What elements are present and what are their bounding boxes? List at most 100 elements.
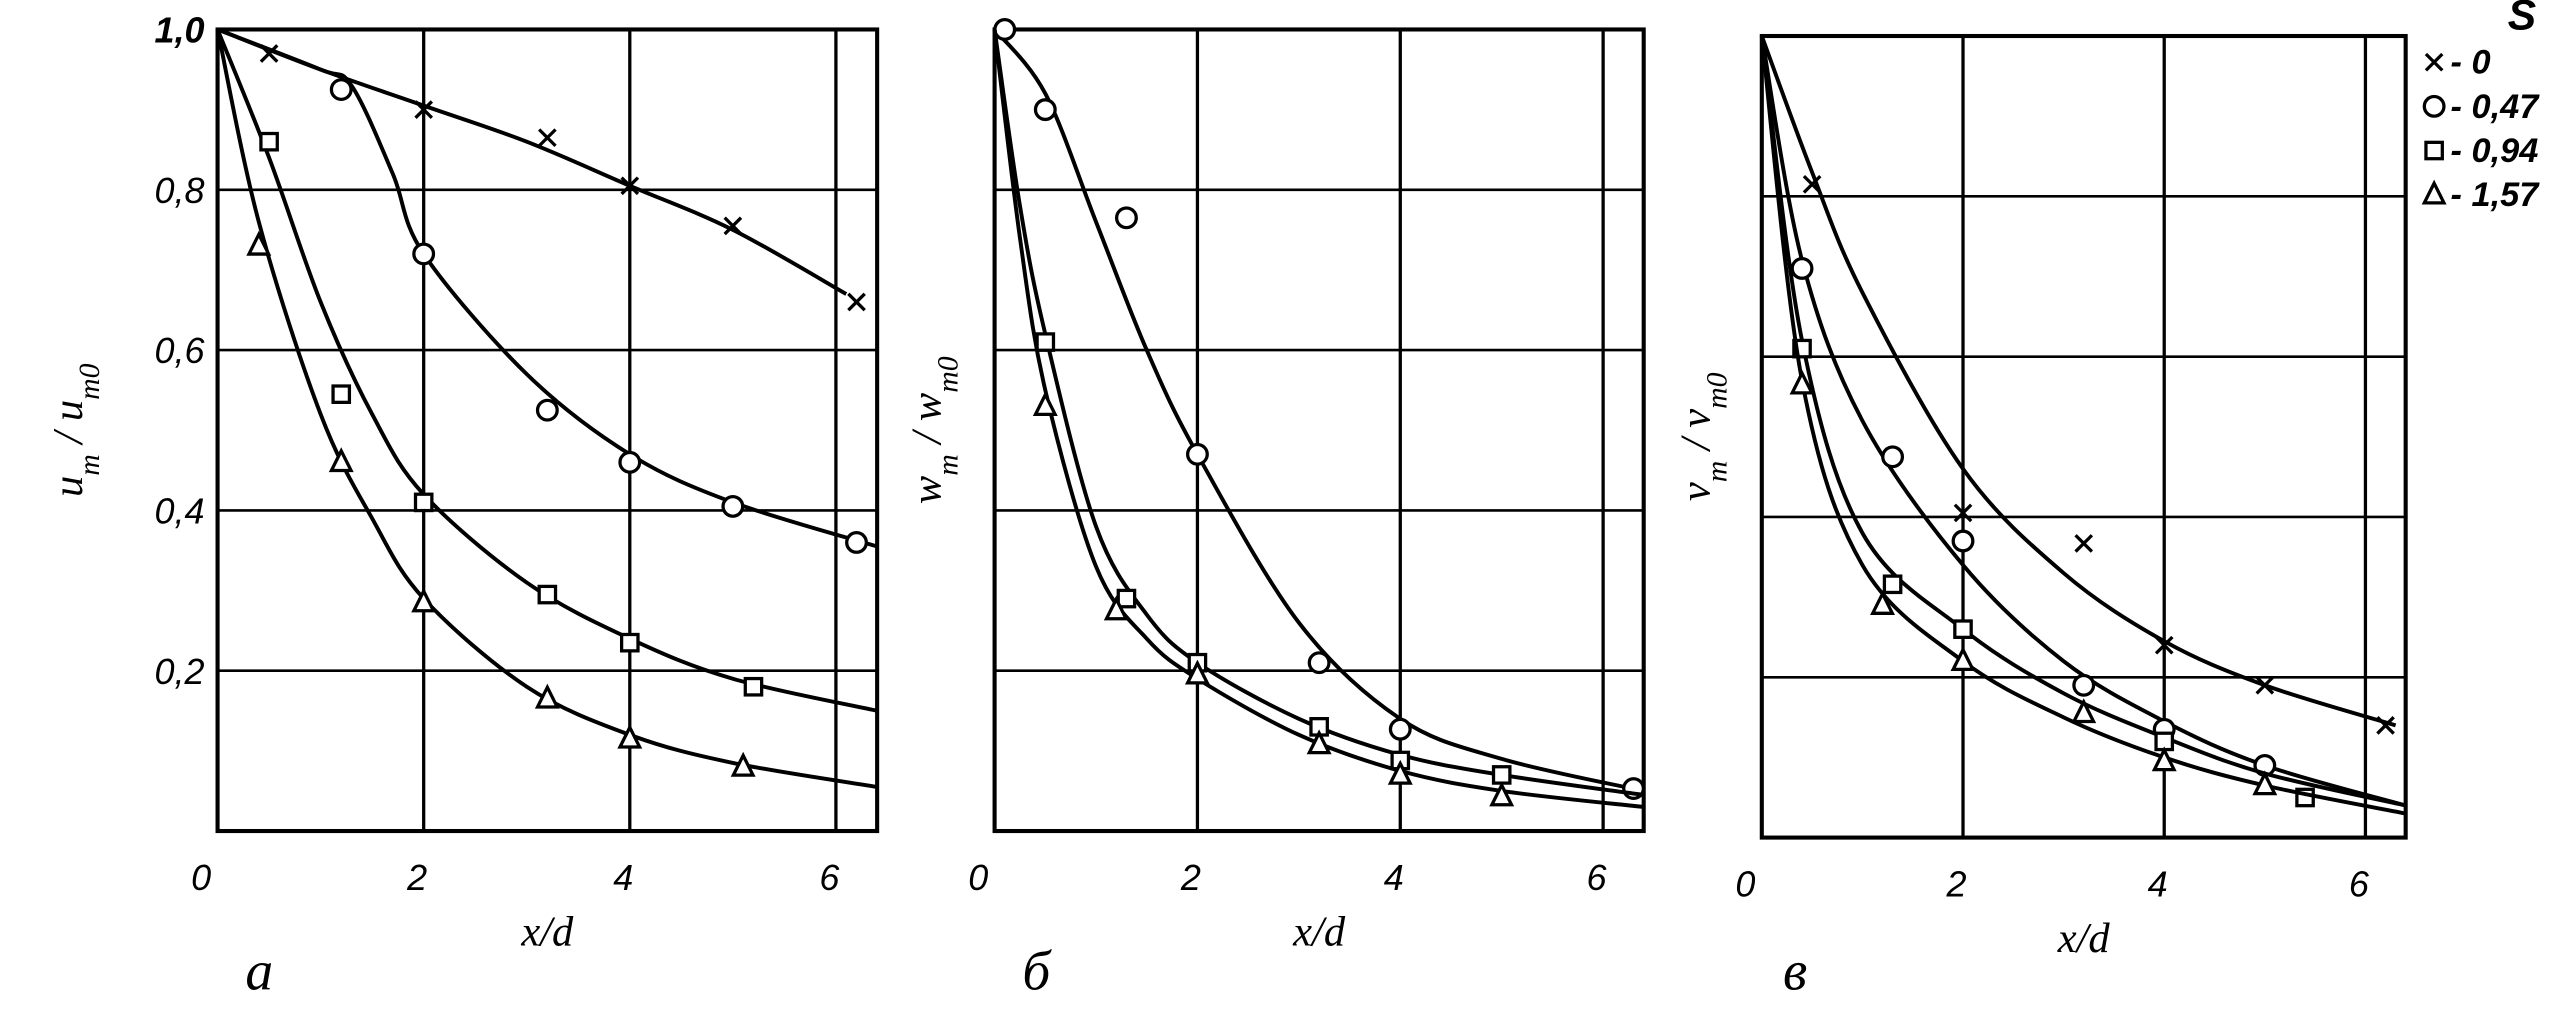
square-marker [331,384,352,404]
triangle-marker [1032,391,1058,417]
plot-frame [1759,33,2408,840]
y-tick-label: 0,6 [154,330,204,371]
y-axis-label-part: m0 [1700,372,1733,408]
circle-marker [1881,445,1905,469]
legend-label: - 0 [2450,44,2490,82]
series-curve [993,28,1645,793]
triangle-marker [2071,698,2097,724]
square-marker [1035,332,1056,352]
triangle-marker [411,587,437,613]
x-tick-label: 0 [1735,863,1755,904]
y-axis-label-part: m0 [931,356,964,392]
triangle-marker [534,683,560,709]
legend: S - 0 - 0,47 - 0,94 - 1,57 [2421,0,2540,214]
series-circle [1759,35,2407,808]
square-marker [537,584,558,605]
triangle-marker [246,230,272,256]
cross-stroke [847,292,866,312]
circle-marker [1790,257,1814,280]
series-curve [992,29,1644,797]
y-tick-label: 0,2 [154,651,204,692]
y-axis-label-part: w [904,475,951,504]
square-marker [619,632,640,653]
series-square [215,28,878,713]
y-axis-label: wm / wm0 [904,356,965,504]
circle-marker [412,242,436,266]
square-marker [1953,619,1973,639]
legend-label: - 0,47 [2450,88,2540,126]
triangle-marker [2151,746,2177,772]
cross-stroke [723,216,743,236]
triangle-marker [2421,179,2447,205]
panel-label: а [245,941,273,1003]
plot-frame [215,27,880,834]
y-axis-label-part: m [1700,461,1733,483]
x-tick-label: 6 [819,857,839,898]
triangle-marker [1184,659,1210,685]
y-axis-label-part: w [904,392,951,421]
y-axis-label-part: v [1672,482,1719,501]
series-cross [216,27,866,312]
legend-entry: - 0,94 [2424,132,2538,170]
cross-marker [723,216,743,236]
triangle-marker [730,751,756,777]
cross-stroke [1953,503,1973,523]
square-marker [2424,140,2444,161]
x-tick-label: 2 [1945,863,1966,904]
series-curve [216,27,878,549]
x-tick-label: 0 [191,857,211,898]
y-axis-label-part: / [904,421,951,454]
cross-marker [1802,174,1822,194]
cross-stroke [2424,52,2444,72]
square-marker [1116,588,1137,609]
circle-marker [721,494,745,518]
series-curve [992,29,1644,809]
circle-marker [2072,673,2096,697]
y-axis-label-part: m [931,454,964,476]
cross-marker [2074,534,2094,553]
cross-stroke [259,44,279,63]
cross-stroke [620,176,640,196]
y-axis-label: vm / vm0 [1672,372,1733,501]
cross-stroke [1802,174,1822,194]
cross-marker [620,176,640,196]
legend-entry: - 0 [2424,44,2491,82]
circle-marker [1185,442,1209,466]
square-marker [1491,765,1512,785]
cross-marker [847,292,866,312]
square-marker [259,131,279,152]
x-tick-label: 0 [968,857,988,898]
y-axis-label-part: / [1672,428,1719,461]
cross-stroke [2255,675,2275,695]
circle-marker [535,398,559,422]
x-tick-label: 4 [2148,863,2168,904]
square-marker [1882,574,1903,595]
x-axis-label: x/d [1292,909,1346,956]
panel-label: в [1783,941,1807,1003]
y-tick-label: 0,8 [154,170,204,211]
legend-entry: - 0,47 [2422,88,2540,126]
square-marker [743,676,764,697]
circle-marker [1114,206,1138,230]
y-axis-label-part: m0 [72,363,105,399]
triangle-marker [1387,759,1413,785]
series-cross [1759,35,2397,735]
series-curve [216,27,848,296]
triangle-marker [1103,595,1129,621]
x-tick-label: 4 [613,857,633,898]
x-tick-label: 6 [1587,857,1607,898]
y-axis-label-part: / [45,421,92,454]
x-tick-label: 4 [1384,857,1404,898]
triangle-marker [617,723,643,749]
y-tick-label: 1,0 [154,10,204,51]
cross-marker [538,128,557,148]
series-triangle [992,29,1644,809]
cross-stroke [2074,534,2094,553]
plot-frame [992,27,1646,834]
triangle-marker [328,447,354,473]
y-axis-label: um / um0 [45,363,105,497]
y-tick-label: 0,4 [154,490,204,531]
square-marker [413,492,434,513]
